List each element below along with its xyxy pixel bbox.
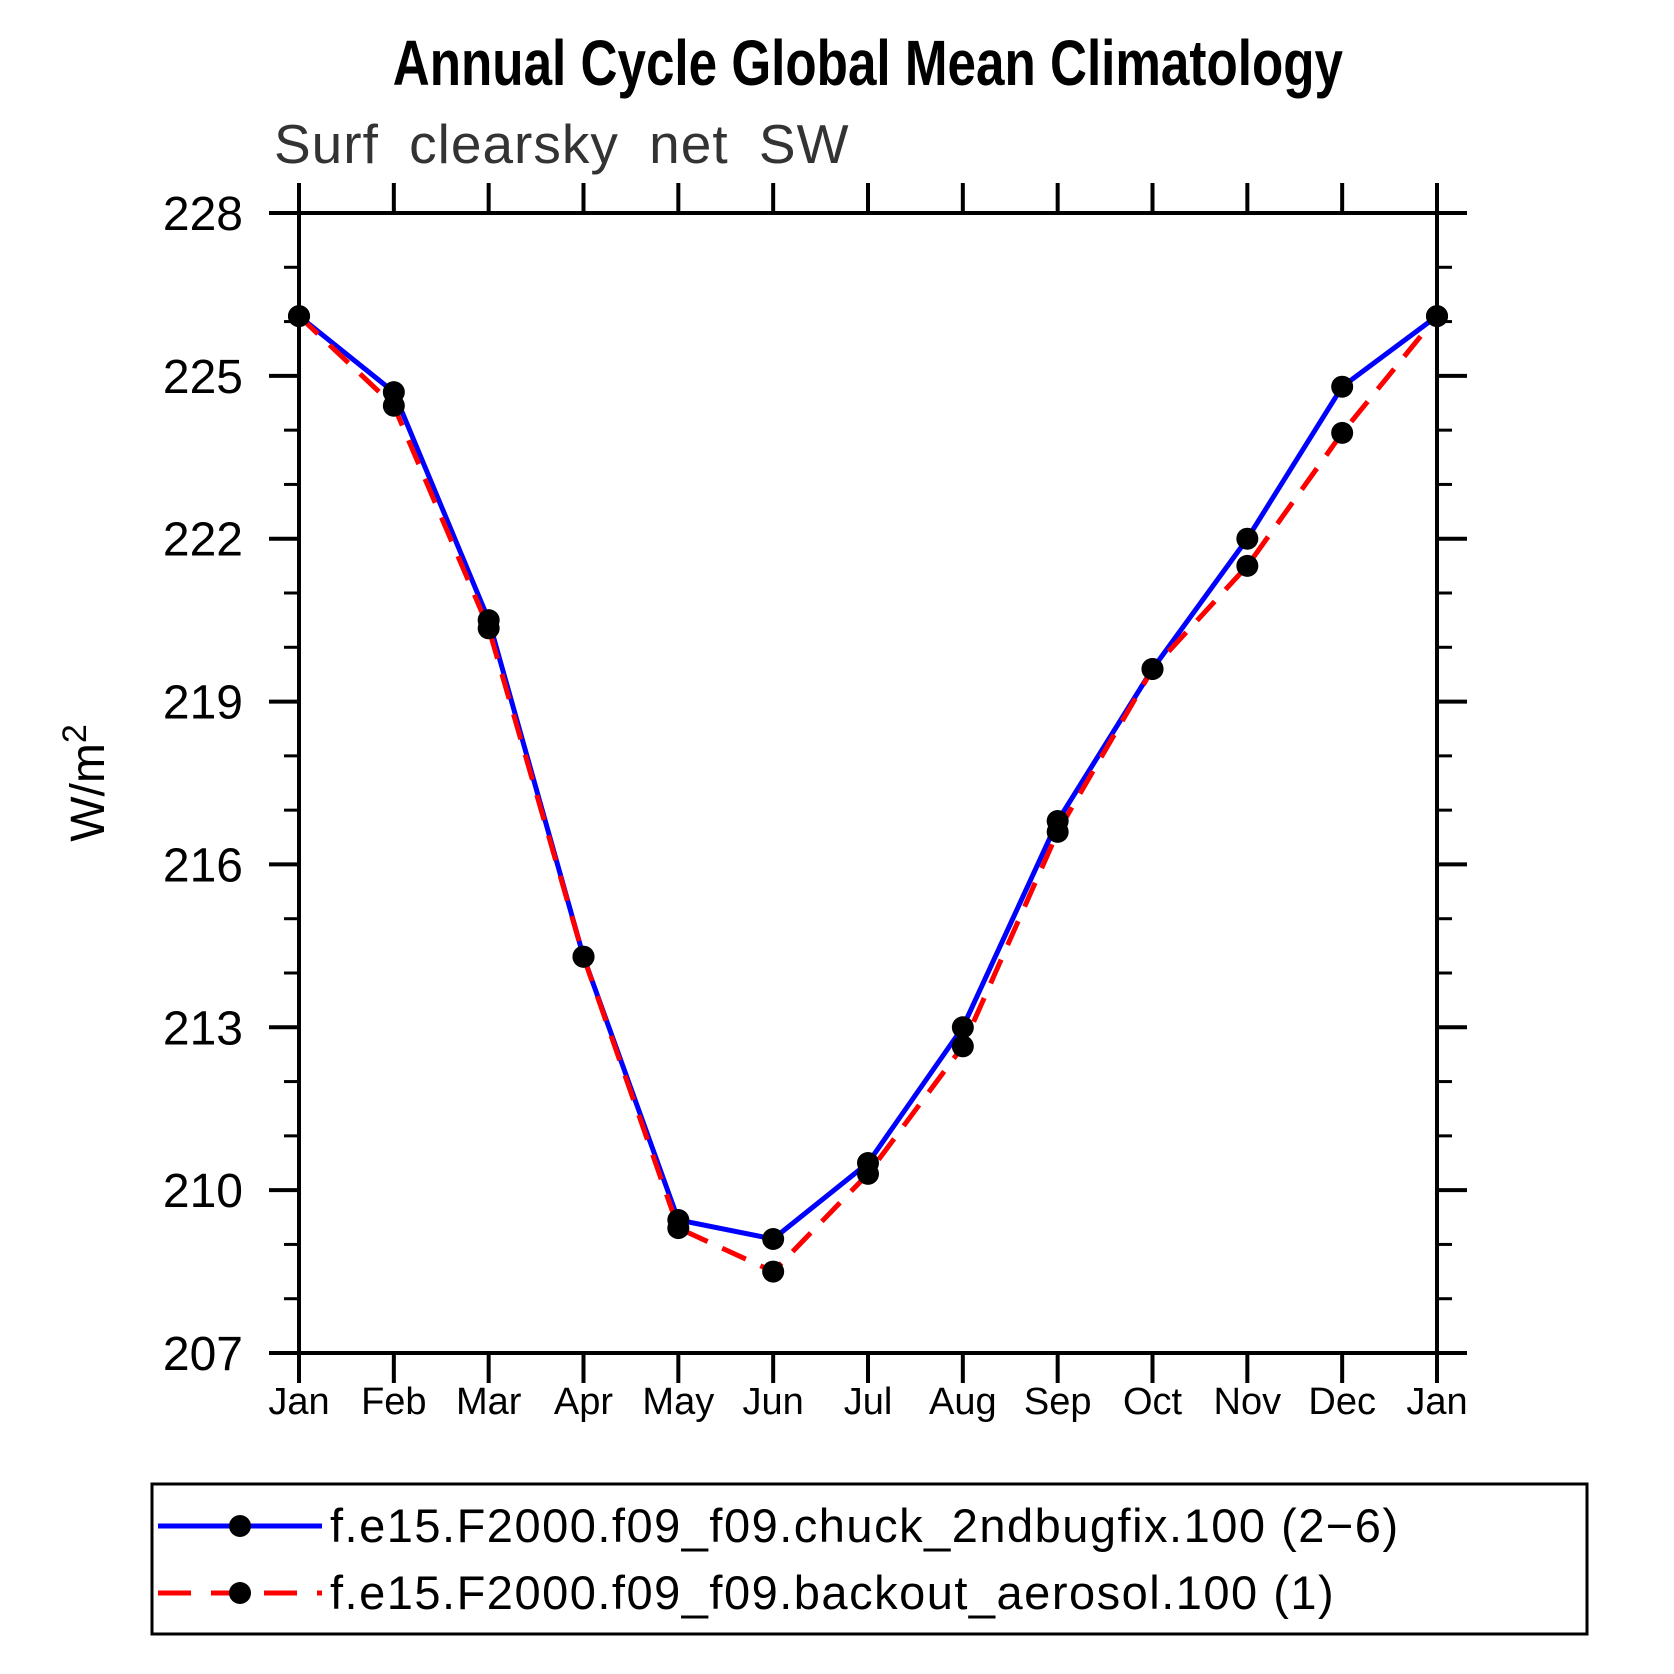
x-axis-month-label: Jan <box>1406 1381 1467 1423</box>
x-axis-month-label: Aug <box>929 1381 997 1423</box>
legend-sample-marker-0 <box>229 1515 251 1537</box>
y-axis-tick-label: 222 <box>163 514 243 567</box>
y-axis-tick-label: 216 <box>163 839 243 892</box>
x-axis-month-label: Mar <box>456 1381 522 1423</box>
legend-label-1: f.e15.F2000.f09_f09.backout_aerosol.100 … <box>330 1566 1335 1619</box>
y-axis-tick-label: 207 <box>163 1328 243 1381</box>
data-point-marker-series-1 <box>477 617 500 640</box>
y-axis-tick-label: 213 <box>163 1002 243 1055</box>
data-point-marker-series-1 <box>288 305 310 328</box>
legend-label-0: f.e15.F2000.f09_f09.chuck_2ndbugfix.100 … <box>330 1499 1400 1552</box>
y-axis-tick-label: 210 <box>163 1165 243 1218</box>
y-axis-tick-label: 228 <box>163 188 243 241</box>
data-point-marker-series-1 <box>1331 421 1354 444</box>
data-point-marker-series-1 <box>572 945 595 968</box>
x-axis-month-label: Nov <box>1214 1381 1282 1423</box>
data-point-marker-series-1 <box>1046 820 1069 843</box>
chart-title-text: Annual Cycle Global Mean Climatology <box>392 27 1344 99</box>
data-point-marker-series-1 <box>1141 658 1164 680</box>
chart-subtitle: Surf clearsky net SW <box>274 113 850 175</box>
x-axis-month-label: Jun <box>743 1381 804 1423</box>
y-axis-title-exponent: 2 <box>56 724 94 743</box>
data-point-marker-series-0 <box>1236 527 1259 550</box>
x-axis-month-label: Jul <box>844 1381 893 1423</box>
x-axis-month-label: May <box>642 1381 714 1423</box>
x-axis-month-label: Feb <box>361 1381 426 1423</box>
series-line-0 <box>297 314 1439 1242</box>
data-point-marker-series-0 <box>1331 375 1354 398</box>
x-axis-month-label: Sep <box>1024 1381 1092 1423</box>
data-point-marker-series-1 <box>1236 554 1259 577</box>
y-axis-title: W/m2 <box>56 724 115 842</box>
data-point-marker-series-1 <box>857 1162 879 1185</box>
x-axis-month-label: Dec <box>1308 1381 1376 1423</box>
x-axis-month-label: Jan <box>268 1381 329 1423</box>
y-axis-tick-label: 219 <box>163 677 243 730</box>
data-point-marker-series-1 <box>951 1035 974 1058</box>
x-axis-month-label: Oct <box>1123 1381 1183 1423</box>
data-point-marker-series-1 <box>762 1260 785 1283</box>
data-point-marker-series-1 <box>1426 305 1448 328</box>
y-axis-tick-label: 225 <box>163 351 243 404</box>
x-axis-month-label: Apr <box>554 1381 613 1423</box>
legend-box <box>150 1482 1589 1636</box>
chart-title: Annual Cycle Global Mean Climatology <box>0 26 1674 100</box>
data-point-marker-series-0 <box>951 1016 974 1039</box>
data-point-marker-series-1 <box>382 394 405 417</box>
data-point-marker-series-1 <box>667 1217 690 1240</box>
series-line-1 <box>297 314 1439 1275</box>
data-point-marker-series-0 <box>762 1228 785 1250</box>
legend-sample-marker-1 <box>229 1582 251 1604</box>
